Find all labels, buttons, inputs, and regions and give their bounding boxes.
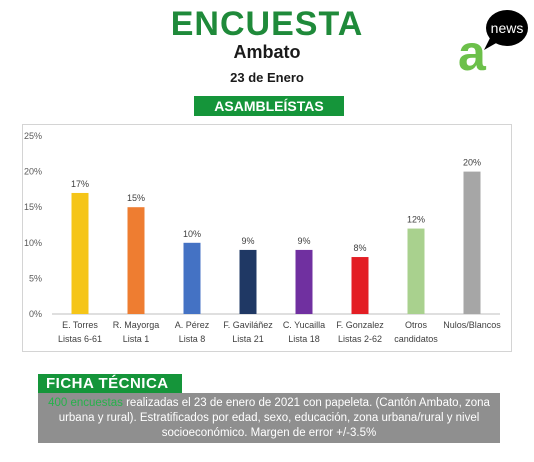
- bar: [351, 257, 369, 314]
- bar: [183, 242, 201, 314]
- category-label: A. Pérez: [175, 320, 210, 330]
- bar: [127, 207, 145, 314]
- bar-value-label: 8%: [353, 243, 366, 253]
- bar-value-label: 20%: [463, 158, 481, 168]
- speech-bubble-tail: [484, 38, 498, 50]
- survey-date: 23 de Enero: [230, 70, 304, 85]
- bar: [71, 192, 89, 314]
- ficha-body: realizadas el 23 de enero de 2021 con pa…: [58, 397, 490, 439]
- category-label: Listas 2-62: [338, 334, 382, 344]
- bar: [295, 249, 313, 314]
- category-label: E. Torres: [62, 320, 98, 330]
- bar-value-label: 17%: [71, 179, 89, 189]
- bar-value-label: 10%: [183, 229, 201, 239]
- ficha-tecnica-banner: FICHA TÉCNICA: [38, 374, 182, 394]
- section-banner: ASAMBLEÍSTAS: [194, 96, 344, 116]
- bar-chart: 0% 5% 10% 15% 20% 25% 17% E. Torres Listas 6-61 1…: [24, 131, 501, 344]
- category-label: Otros: [405, 320, 428, 330]
- y-tick-label: 10%: [24, 238, 42, 248]
- y-tick-label: 25%: [24, 131, 42, 141]
- bar-value-label: 9%: [241, 236, 254, 246]
- ficha-highlight: 400 encuestas: [48, 397, 123, 409]
- page-title: ENCUESTA: [170, 5, 364, 43]
- y-tick-label: 15%: [24, 202, 42, 212]
- bar-value-label: 9%: [297, 236, 310, 246]
- speech-bubble-icon: [486, 10, 528, 46]
- bar-value-label: 15%: [127, 193, 145, 203]
- category-label: C. Yucailla: [283, 320, 325, 330]
- category-label: candidatos: [394, 334, 438, 344]
- category-label: Lista 8: [179, 334, 206, 344]
- bar: [239, 249, 257, 314]
- category-label: F. Gonzalez: [336, 320, 384, 330]
- y-tick-label: 20%: [24, 167, 42, 177]
- bar-value-label: 12%: [407, 215, 425, 225]
- y-tick-label: 5%: [29, 273, 42, 283]
- category-label: Lista 21: [232, 334, 264, 344]
- bar: [463, 171, 481, 314]
- category-label: R. Mayorga: [113, 320, 160, 330]
- city-subtitle: Ambato: [233, 42, 301, 62]
- category-label: Listas 6-61: [58, 334, 102, 344]
- anews-logo: a news: [458, 10, 528, 74]
- category-label: Nulos/Blancos: [443, 320, 501, 330]
- ficha-tecnica-text: 400 encuestas realizadas el 23 de enero …: [38, 393, 500, 443]
- category-label: Lista 1: [123, 334, 150, 344]
- logo-badge-text: news: [491, 20, 524, 36]
- bar: [407, 228, 425, 314]
- category-label: F. Gaviláñez: [223, 320, 273, 330]
- y-tick-label: 0%: [29, 309, 42, 319]
- logo-letter: a: [458, 25, 487, 74]
- category-label: Lista 18: [288, 334, 320, 344]
